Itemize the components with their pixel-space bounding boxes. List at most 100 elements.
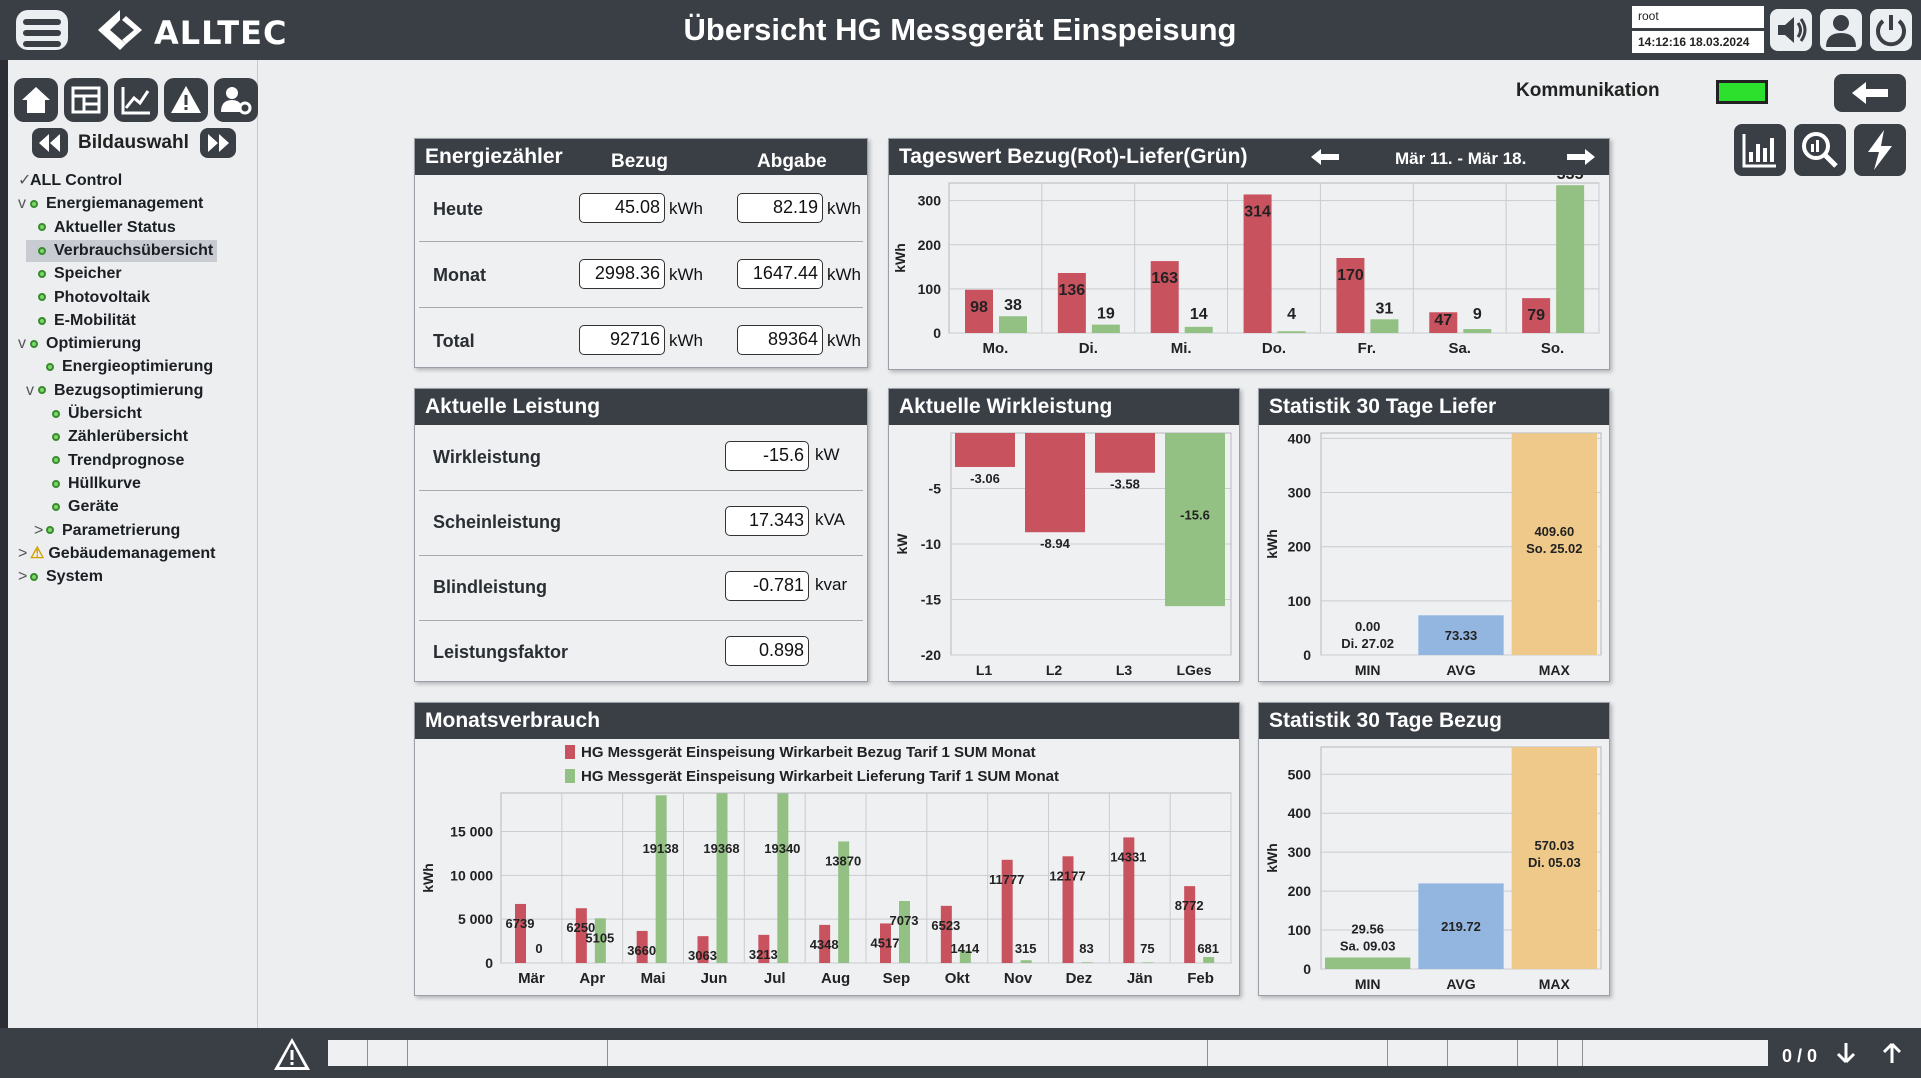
status-dot-icon [38,316,46,325]
tree-item-aktueller-status[interactable]: Aktueller Status [26,217,176,239]
tree-item-e-mobilität[interactable]: E-Mobilität [26,310,136,332]
clock: 14:12:16 18.03.2024 [1632,31,1764,53]
legend-swatch [565,769,575,783]
tree-item-übersicht[interactable]: Übersicht [40,403,142,425]
tree-item-optimierung[interactable]: v Optimierung [18,333,141,355]
chevron-right-icon[interactable]: > [18,544,28,562]
sound-button[interactable] [1770,9,1812,51]
chevron-right-icon[interactable]: > [18,568,28,586]
power-value: 17.343 [725,506,809,536]
status-dot-icon [38,246,46,255]
row-divider [419,241,863,242]
scroll-down-button[interactable] [1834,1040,1858,1066]
arrow-up-icon [1882,1042,1902,1063]
page-title: Übersicht HG Messgerät Einspeisung [683,12,1237,47]
stat-bar [1511,433,1597,655]
power-value: -15.6 [725,441,809,471]
tree-item-verbrauchsübersicht[interactable]: Verbrauchsübersicht [26,239,218,262]
alarm-cell [328,1040,368,1066]
alarm-list[interactable] [328,1040,1768,1066]
home-button[interactable] [14,78,58,122]
chevron-down-icon[interactable]: v [18,195,26,213]
power-unit: kW [815,445,840,464]
bar-bezug [1001,859,1013,963]
tree-item-label: Parametrierung [62,521,181,539]
logo-mark-icon [98,10,142,50]
chevron-right-icon[interactable]: > [34,521,44,539]
bar-value-label: 47 [1434,312,1452,329]
x-tick-label: Okt [945,970,970,987]
bar-value-label: 75 [1140,941,1154,956]
user-settings-button[interactable] [214,78,258,122]
y-tick-label: 200 [1288,883,1312,899]
scroll-up-button[interactable] [1880,1040,1904,1066]
tree-item-system[interactable]: > System [18,566,103,588]
tree-item-energieoptimierung[interactable]: Energieoptimierung [34,356,213,378]
next-page-button[interactable] [200,128,236,158]
x-tick-label: MAX [1539,662,1571,678]
alarm-warning-icon[interactable] [272,1036,312,1072]
previous-page-button[interactable] [32,128,68,158]
line-chart-icon [121,87,150,115]
user-button[interactable] [1820,9,1862,51]
bar-value-label: 681 [1197,941,1219,956]
bar-bezug [880,923,891,963]
bar-bezug [636,930,648,963]
bar-power [955,433,1015,467]
bar-value-label: -15.6 [1180,508,1210,523]
power-row-label: Wirkleistung [433,447,541,467]
alarm-button[interactable] [164,78,208,122]
tree-item-photovoltaik[interactable]: Photovoltaik [26,287,150,309]
y-tick-label: 100 [918,281,942,297]
x-tick-label: L2 [1046,662,1063,678]
y-tick-label: 10 000 [450,867,493,883]
y-axis-label: kW [894,533,910,555]
tree-item-label: Optimierung [46,335,142,353]
x-tick-label: L1 [976,662,993,678]
tree-item-gebäudemanagement[interactable]: > ⚠ Gebäudemanagement [18,543,216,565]
x-tick-label: So. [1541,340,1564,357]
analysis-button[interactable] [1794,124,1846,176]
tree-item-trendprognose[interactable]: Trendprognose [40,450,184,472]
row-divider [419,307,863,308]
stat-liefer-panel: Statistik 30 Tage Liefer 0 100 200 300 400 kW… [1258,388,1610,682]
energy-button[interactable] [1854,124,1906,176]
alarm-cell [1558,1040,1583,1066]
tageswert-panel: Tageswert Bezug(Rot)-Liefer(Grün) Mär 11… [888,138,1610,370]
y-tick-label: 300 [1288,844,1312,860]
tree-item-geräte[interactable]: Geräte [40,496,119,518]
statistics-button[interactable] [1734,124,1786,176]
back-button[interactable] [1834,74,1906,112]
stat-liefer-title: Statistik 30 Tage Liefer [1269,395,1497,418]
abgabe-value: 1647.44 [737,259,823,289]
bar-power [1095,433,1155,473]
tree-item-hüllkurve[interactable]: Hüllkurve [40,473,141,495]
tree-item-all-control[interactable]: ✓ALL Control [18,170,122,192]
bar-value-label: 5105 [585,930,614,945]
bar-value-label: -8.94 [1040,536,1070,551]
y-tick-label: -5 [929,481,942,497]
trend-button[interactable] [114,78,158,122]
tree-item-zählerübersicht[interactable]: Zählerübersicht [40,426,188,448]
aktuelle-leistung-title: Aktuelle Leistung [425,395,601,418]
row-divider [419,490,863,491]
bar-value-label: 4517 [871,935,900,950]
x-tick-label: AVG [1446,976,1475,992]
tree-item-speicher[interactable]: Speicher [26,263,122,285]
chevron-down-icon[interactable]: v [26,381,34,399]
next-week-button[interactable] [1565,147,1597,167]
chevron-down-icon[interactable]: v [18,335,26,353]
tree-item-energiemanagement[interactable]: v Energiemanagement [18,193,203,215]
tree-item-bezugsoptimierung[interactable]: v Bezugsoptimierung [26,380,203,402]
check-icon[interactable]: ✓ [18,172,32,189]
tree-item-parametrierung[interactable]: > Parametrierung [34,520,180,542]
bar-liefer [1091,324,1120,333]
bar-bezug [1150,261,1179,333]
menu-button[interactable] [16,10,68,50]
power-button[interactable] [1870,9,1912,51]
overview-button[interactable] [64,78,108,122]
y-tick-label: 400 [1288,430,1312,446]
previous-week-button[interactable] [1309,147,1341,167]
bar-value-label: -3.58 [1110,477,1140,492]
